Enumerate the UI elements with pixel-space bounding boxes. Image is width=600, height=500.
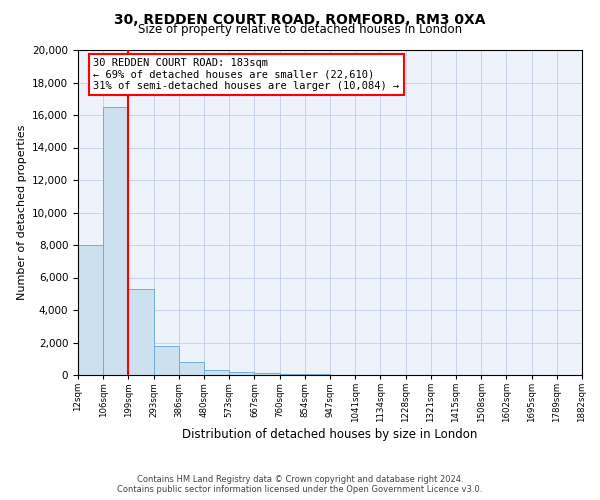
Bar: [254, 374, 280, 375]
Text: Size of property relative to detached houses in London: Size of property relative to detached ho…: [138, 22, 462, 36]
Bar: [179, 362, 204, 375]
Bar: [229, 372, 254, 375]
Bar: [128, 289, 154, 375]
X-axis label: Distribution of detached houses by size in London: Distribution of detached houses by size …: [182, 428, 478, 441]
Y-axis label: Number of detached properties: Number of detached properties: [17, 125, 26, 300]
Text: 30 REDDEN COURT ROAD: 183sqm
← 69% of detached houses are smaller (22,610)
31% o: 30 REDDEN COURT ROAD: 183sqm ← 69% of de…: [93, 58, 400, 92]
Bar: [280, 374, 305, 375]
Bar: [305, 374, 330, 375]
Bar: [78, 245, 103, 375]
Bar: [154, 346, 179, 375]
Text: Contains HM Land Registry data © Crown copyright and database right 2024.
Contai: Contains HM Land Registry data © Crown c…: [118, 474, 482, 494]
Bar: [103, 107, 128, 375]
Bar: [204, 370, 229, 375]
Text: 30, REDDEN COURT ROAD, ROMFORD, RM3 0XA: 30, REDDEN COURT ROAD, ROMFORD, RM3 0XA: [114, 12, 486, 26]
